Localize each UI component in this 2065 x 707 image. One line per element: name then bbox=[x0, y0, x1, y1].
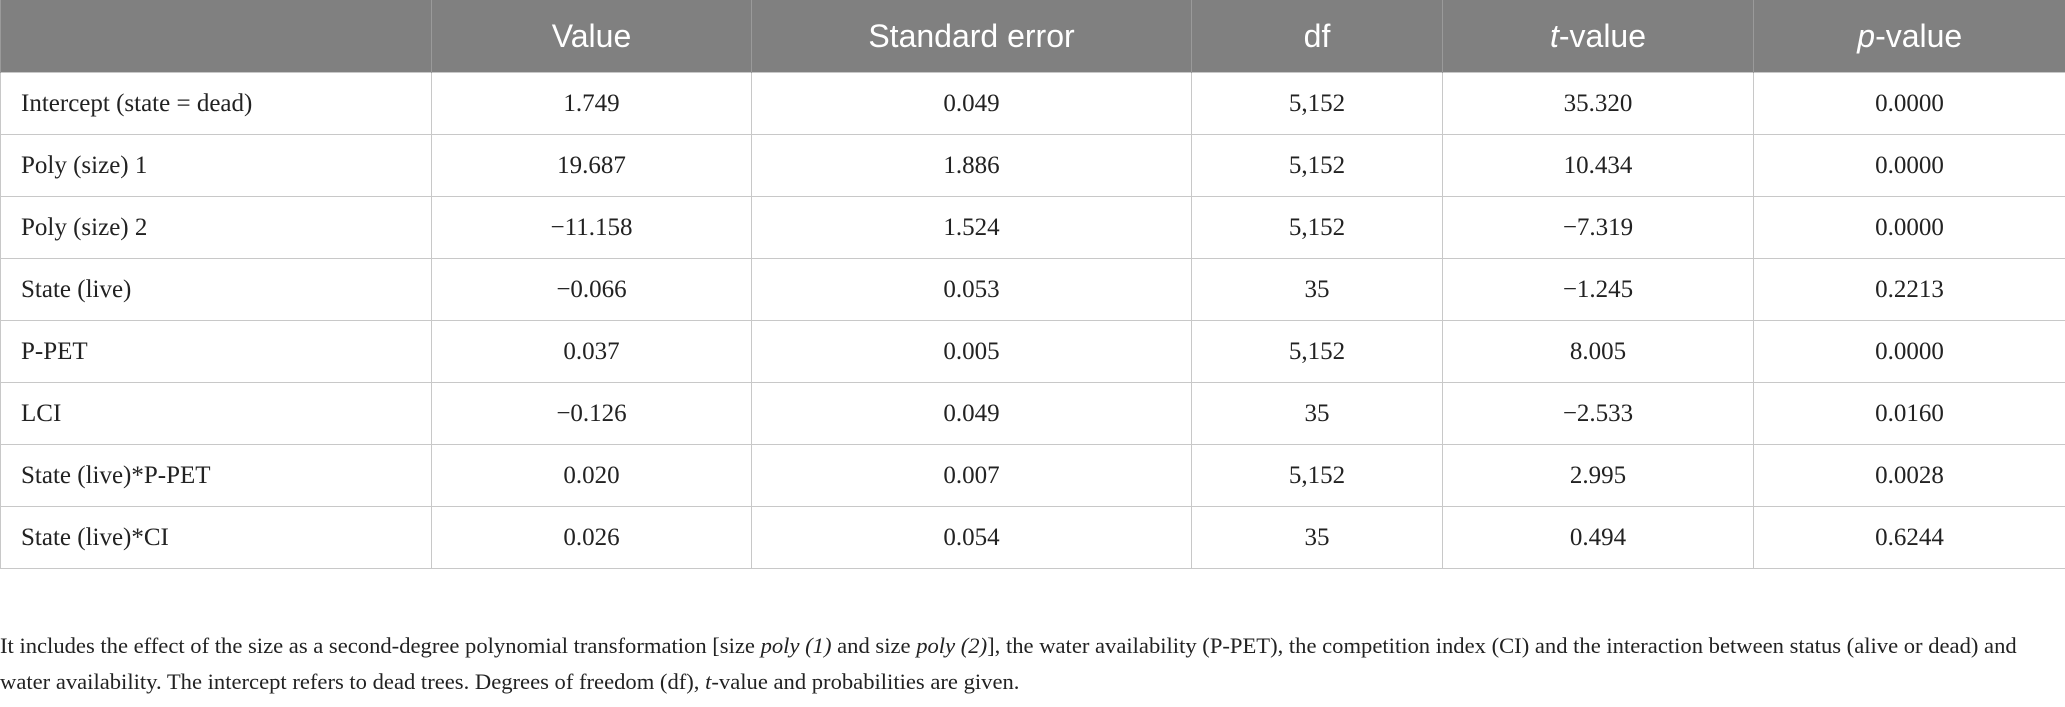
cell: 1.749 bbox=[431, 72, 752, 135]
cell: 5,152 bbox=[1191, 72, 1443, 135]
text: It includes the effect of the size as a … bbox=[0, 633, 761, 658]
cell: −11.158 bbox=[431, 196, 752, 259]
cell: 1.524 bbox=[751, 196, 1192, 259]
text: Value bbox=[551, 17, 632, 54]
cell: 5,152 bbox=[1191, 444, 1443, 507]
header-cell bbox=[0, 0, 432, 73]
cell: 5,152 bbox=[1191, 320, 1443, 383]
cell: 0.0000 bbox=[1753, 320, 2065, 383]
text: and size bbox=[831, 633, 917, 658]
cell: 0.007 bbox=[751, 444, 1192, 507]
italic-text: (2) bbox=[960, 633, 988, 658]
header-cell: p-value bbox=[1753, 0, 2065, 73]
cell: 0.049 bbox=[751, 72, 1192, 135]
cell: −0.066 bbox=[431, 258, 752, 321]
cell: 0.0000 bbox=[1753, 72, 2065, 135]
italic-text: (1) bbox=[805, 633, 832, 658]
text: df bbox=[1303, 17, 1331, 54]
row-label: Poly (size) 2 bbox=[0, 196, 432, 259]
cell: 35 bbox=[1191, 258, 1443, 321]
cell: 19.687 bbox=[431, 134, 752, 197]
results-table: Value Standard error df t-value p-value Inte… bbox=[0, 0, 2065, 569]
cell: 5,152 bbox=[1191, 196, 1443, 259]
row-label: P-PET bbox=[0, 320, 432, 383]
cell: 0.005 bbox=[751, 320, 1192, 383]
text: ], the water availability (P-PET), the c… bbox=[0, 633, 2017, 694]
row-label: State (live)*P-PET bbox=[0, 444, 432, 507]
table-row: LCI −0.126 0.049 35 −2.533 0.0160 bbox=[0, 382, 2065, 445]
cell: 0.0028 bbox=[1753, 444, 2065, 507]
header-row: Value Standard error df t-value p-value bbox=[0, 0, 2065, 73]
cell: −1.245 bbox=[1442, 258, 1754, 321]
table-row: Poly (size) 2 −11.158 1.524 5,152 −7.319 0.00… bbox=[0, 196, 2065, 259]
row-label: LCI bbox=[0, 382, 432, 445]
table-row: State (live) −0.066 0.053 35 −1.245 0.2213 bbox=[0, 258, 2065, 321]
cell: 0.494 bbox=[1442, 506, 1754, 569]
row-label: Intercept (state = dead) bbox=[0, 72, 432, 135]
cell: 2.995 bbox=[1442, 444, 1754, 507]
cell: −0.126 bbox=[431, 382, 752, 445]
cell: 0.0000 bbox=[1753, 134, 2065, 197]
cell: −7.319 bbox=[1442, 196, 1754, 259]
row-label: Poly (size) 1 bbox=[0, 134, 432, 197]
italic-text: t bbox=[705, 669, 712, 694]
cell: 0.020 bbox=[431, 444, 752, 507]
italic-text: t bbox=[1549, 17, 1559, 54]
header-cell: Standard error bbox=[751, 0, 1192, 73]
italic-text: p bbox=[1857, 17, 1876, 54]
cell: 35.320 bbox=[1442, 72, 1754, 135]
table-row: State (live)*P-PET 0.020 0.007 5,152 2.995 0.… bbox=[0, 444, 2065, 507]
cell: 0.0000 bbox=[1753, 196, 2065, 259]
cell: 0.2213 bbox=[1753, 258, 2065, 321]
cell: 10.434 bbox=[1442, 134, 1754, 197]
text: -value bbox=[1558, 17, 1647, 54]
italic-text: poly bbox=[916, 633, 956, 658]
cell: 0.054 bbox=[751, 506, 1192, 569]
table-row: Poly (size) 1 19.687 1.886 5,152 10.434 0.000… bbox=[0, 134, 2065, 197]
cell: 0.053 bbox=[751, 258, 1192, 321]
cell: 35 bbox=[1191, 506, 1443, 569]
cell: −2.533 bbox=[1442, 382, 1754, 445]
cell: 0.037 bbox=[431, 320, 752, 383]
cell: 1.886 bbox=[751, 134, 1192, 197]
header-cell: t-value bbox=[1442, 0, 1754, 73]
table-row: P-PET 0.037 0.005 5,152 8.005 0.0000 bbox=[0, 320, 2065, 383]
text: -value and probabilities are given. bbox=[711, 669, 1020, 694]
cell: 0.049 bbox=[751, 382, 1192, 445]
header-cell: Value bbox=[431, 0, 752, 73]
cell: 8.005 bbox=[1442, 320, 1754, 383]
cell: 0.026 bbox=[431, 506, 752, 569]
row-label: State (live) bbox=[0, 258, 432, 321]
cell: 0.0160 bbox=[1753, 382, 2065, 445]
text: Standard error bbox=[868, 17, 1075, 54]
row-label: State (live)*CI bbox=[0, 506, 432, 569]
table-row: Intercept (state = dead) 1.749 0.049 5,152 3… bbox=[0, 72, 2065, 135]
cell: 0.6244 bbox=[1753, 506, 2065, 569]
table-row: State (live)*CI 0.026 0.054 35 0.494 0.6244 bbox=[0, 506, 2065, 569]
cell: 35 bbox=[1191, 382, 1443, 445]
header-cell: df bbox=[1191, 0, 1443, 73]
italic-text: poly bbox=[760, 633, 800, 658]
table-caption: It includes the effect of the size as a … bbox=[0, 628, 2040, 700]
text: -value bbox=[1875, 17, 1963, 54]
table-body: Intercept (state = dead) 1.749 0.049 5,152 3… bbox=[0, 72, 2065, 569]
cell: 5,152 bbox=[1191, 134, 1443, 197]
